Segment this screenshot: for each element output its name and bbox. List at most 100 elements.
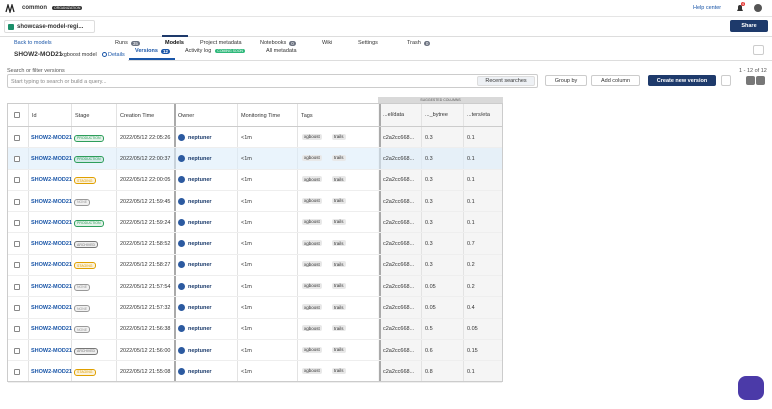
column-divider (28, 104, 29, 381)
chat-button[interactable] (738, 376, 764, 400)
owner-avatar (178, 176, 185, 184)
create-version-button[interactable]: Create new version (648, 75, 716, 86)
nav-bar: showcase-model-regi... Runs 35 Models Proje… (0, 17, 772, 46)
back-link[interactable]: Back to models (14, 40, 52, 46)
monitoring-time: <1m (241, 198, 252, 205)
help-link[interactable]: Help center (693, 5, 722, 11)
table-row: SHOW2-MOD21 STAGING 2022/05/12 21:55:08 nep… (8, 361, 502, 383)
nav-tab[interactable]: Wiki (322, 40, 332, 46)
versions-table: Id Stage Creation Time Owner Monitoring Time… (7, 103, 503, 383)
version-id[interactable]: SHOW2-MOD21 (31, 155, 72, 162)
menu-button[interactable] (721, 75, 731, 86)
stage-badge: PRODUCTION (74, 219, 104, 227)
row-checkbox[interactable] (14, 134, 20, 141)
column-divider (421, 104, 422, 381)
avatar[interactable] (754, 4, 762, 12)
column-header: Tags (301, 113, 313, 119)
monitoring-time: <1m (241, 177, 252, 184)
create-label: Create new version (656, 77, 708, 84)
header-divider (8, 126, 502, 127)
project-selector[interactable]: showcase-model-regi... (4, 20, 95, 33)
version-id[interactable]: SHOW2-MOD21 (31, 368, 72, 375)
subtab[interactable]: Activity log COMING SOON (185, 48, 245, 54)
stage-badge: ARCHIVED (74, 241, 99, 249)
next-button[interactable] (756, 76, 765, 85)
version-id[interactable]: SHOW2-MOD21 (31, 283, 72, 290)
column-divider (379, 104, 381, 381)
tag-chip: xgboost (302, 325, 322, 332)
active-tab-underline (162, 35, 188, 37)
eta: 0.15 (467, 347, 478, 354)
pager[interactable]: 1 - 12 of 12 (739, 68, 767, 74)
version-id[interactable]: SHOW2-MOD21 (31, 219, 72, 226)
eta: 0.1 (467, 368, 475, 375)
tag-chip: xgboost (302, 367, 322, 374)
row-checkbox[interactable] (14, 305, 20, 312)
prev-button[interactable] (746, 76, 755, 85)
details-link[interactable]: Details (108, 52, 125, 58)
subtab-label: All metadata (266, 48, 297, 54)
version-id[interactable]: SHOW2-MOD21 (31, 198, 72, 205)
table-row: SHOW2-MOD21 NONE 2022/05/12 21:59:45 neptun… (8, 191, 502, 213)
add-column-button[interactable]: Add column (591, 75, 640, 86)
version-id[interactable]: SHOW2-MOD21 (31, 326, 72, 333)
version-id[interactable]: SHOW2-MOD21 (31, 262, 72, 269)
row-checkbox[interactable] (14, 198, 20, 205)
nav-tab[interactable]: Settings (358, 40, 378, 46)
row-checkbox[interactable] (14, 283, 20, 290)
nav-tab[interactable]: Notebooks 0 (260, 40, 296, 46)
owner: neptuner (188, 262, 212, 269)
row-checkbox[interactable] (14, 262, 20, 269)
owner-avatar (178, 154, 185, 162)
eta: 0.1 (467, 155, 475, 162)
tag-chip: trails (332, 176, 346, 183)
table-row: SHOW2-MOD21 PRODUCTION 2022/05/12 21:59:24… (8, 212, 502, 234)
column-header: ..._bytree (425, 112, 448, 118)
row-checkbox[interactable] (14, 177, 20, 184)
share-button[interactable]: Share (730, 20, 768, 32)
version-id[interactable]: SHOW2-MOD21 (31, 177, 72, 184)
column-divider (174, 104, 176, 381)
row-checkbox[interactable] (14, 241, 20, 248)
column-header: Id (32, 113, 37, 119)
nav-tab[interactable]: Project metadata (200, 40, 242, 46)
monitoring-time: <1m (241, 305, 252, 312)
version-id[interactable]: SHOW2-MOD21 (31, 305, 72, 312)
tag-chip: trails (332, 346, 346, 353)
table-row: SHOW2-MOD21 NONE 2022/05/12 21:57:54 neptun… (8, 276, 502, 298)
bell-icon[interactable] (736, 4, 744, 13)
subtab[interactable]: Versions 12 (135, 48, 170, 54)
subtab-divider (128, 60, 772, 61)
version-id[interactable]: SHOW2-MOD21 (31, 241, 72, 248)
nav-tab[interactable]: Trash 0 (407, 40, 431, 46)
data-hash: c2a2cc668... (383, 177, 415, 184)
row-checkbox[interactable] (14, 326, 20, 333)
owner: neptuner (188, 241, 212, 248)
nav-tab[interactable]: Runs 35 (115, 40, 140, 46)
nav-tab[interactable]: Models (165, 40, 184, 46)
tag-chip: trails (332, 304, 346, 311)
colsample-bytree: 0.8 (425, 368, 433, 375)
eta: 0.05 (467, 326, 478, 333)
monitoring-time: <1m (241, 155, 252, 162)
top-bar: common ORGANIZATION Help center 4 (0, 0, 772, 17)
version-id[interactable]: SHOW2-MOD21 (31, 134, 72, 141)
version-id[interactable]: SHOW2-MOD21 (31, 347, 72, 354)
row-checkbox[interactable] (14, 368, 20, 375)
row-checkbox[interactable] (14, 155, 20, 162)
group-by-button[interactable]: Group by (545, 75, 587, 86)
suggested-header: SUGGESTED COLUMNS (378, 97, 503, 103)
column-divider (297, 104, 298, 381)
search-input[interactable]: Start typing to search or build a query.… (7, 74, 538, 88)
nav-tab-count: 35 (130, 40, 140, 46)
subtab[interactable]: All metadata (266, 48, 297, 54)
recent-label: Recent searches (485, 78, 527, 84)
delete-button[interactable] (753, 45, 764, 55)
creation-time: 2022/05/12 21:56:38 (120, 326, 171, 333)
row-checkbox[interactable] (14, 347, 20, 354)
row-checkbox[interactable] (14, 219, 20, 226)
select-all[interactable] (14, 112, 20, 118)
tag-chip: xgboost (302, 346, 322, 353)
owner-avatar (178, 346, 185, 354)
recent-searches[interactable]: Recent searches (477, 76, 535, 86)
